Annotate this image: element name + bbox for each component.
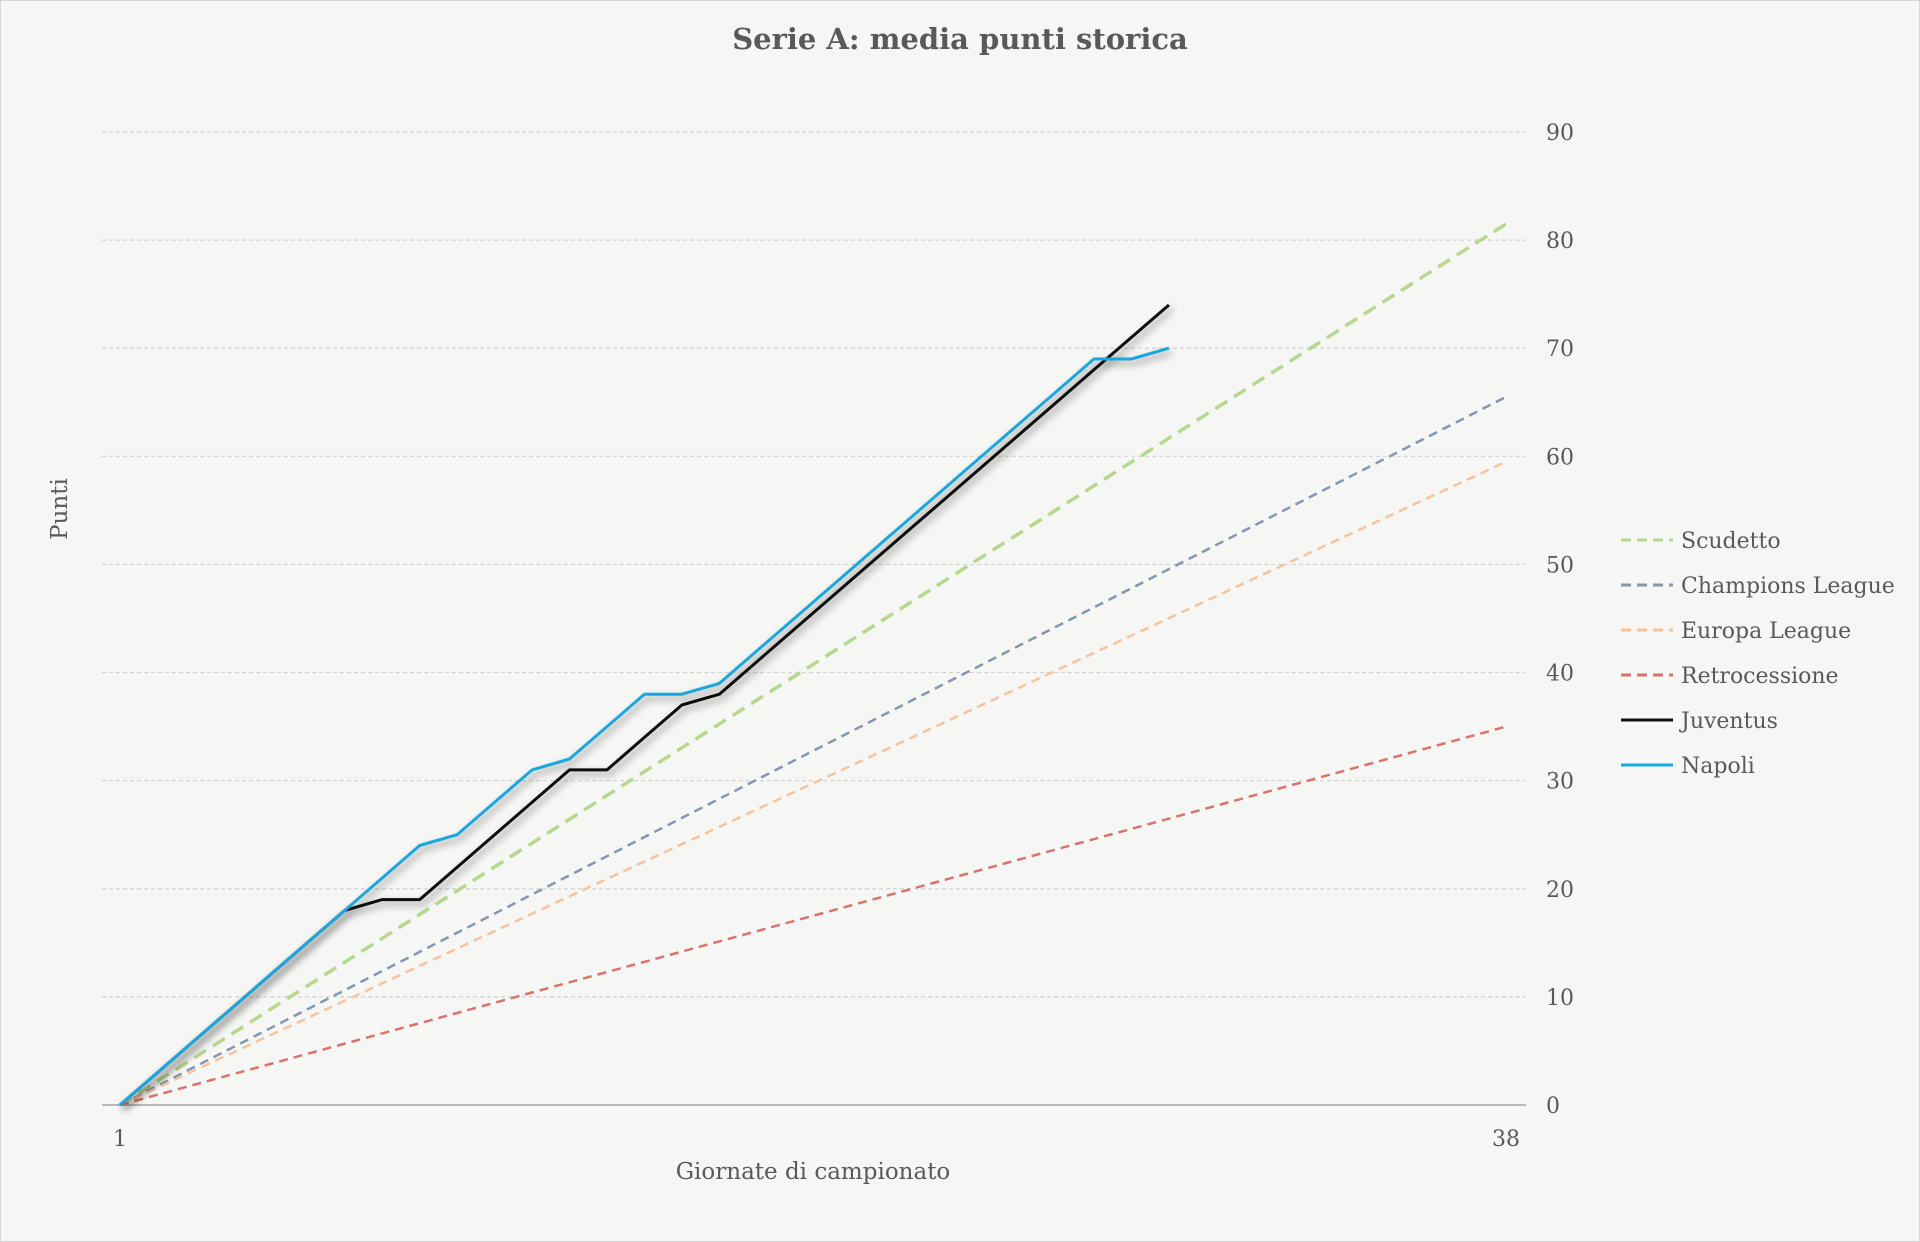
y-tick-label: 40: [1546, 662, 1574, 687]
legend-label: Juventus: [1679, 709, 1778, 734]
y-tick-label: 50: [1546, 553, 1574, 578]
series-line-retrocessione: [119, 725, 1507, 1107]
y-tick-label: 60: [1546, 445, 1574, 470]
gridlines: [102, 131, 1526, 1106]
legend-label: Scudetto: [1681, 529, 1781, 554]
series-lines: [119, 222, 1507, 1107]
y-tick-label: 90: [1546, 121, 1574, 146]
series-line-champions-league: [119, 395, 1507, 1107]
x-axis-label: Giornate di campionato: [676, 1159, 951, 1185]
legend-label: Champions League: [1681, 574, 1895, 599]
x-tick-label: 38: [1492, 1127, 1520, 1152]
legend-label: Napoli: [1681, 754, 1755, 779]
y-tick-label: 20: [1546, 878, 1574, 903]
y-axis-ticks: 0 10 20 30 40 50 60 70 80 90: [1546, 121, 1574, 1119]
series-line-juventus: [119, 303, 1170, 1107]
series-line-napoli: [119, 346, 1170, 1107]
x-axis-ticks: 1 38: [113, 1127, 1520, 1152]
legend: Scudetto Champions League Europa League Ret…: [1621, 529, 1895, 779]
y-tick-label: 30: [1546, 770, 1574, 795]
legend-label: Europa League: [1681, 619, 1851, 644]
chart-title: Serie A: media punti storica: [732, 22, 1188, 56]
series-line-scudetto: [119, 222, 1507, 1107]
y-tick-label: 0: [1546, 1094, 1560, 1119]
y-tick-label: 10: [1546, 986, 1574, 1011]
y-tick-label: 80: [1546, 229, 1574, 254]
y-tick-label: 70: [1546, 337, 1574, 362]
legend-label: Retrocessione: [1681, 664, 1839, 689]
y-axis-label: Punti: [47, 478, 73, 540]
x-tick-label: 1: [113, 1127, 127, 1152]
